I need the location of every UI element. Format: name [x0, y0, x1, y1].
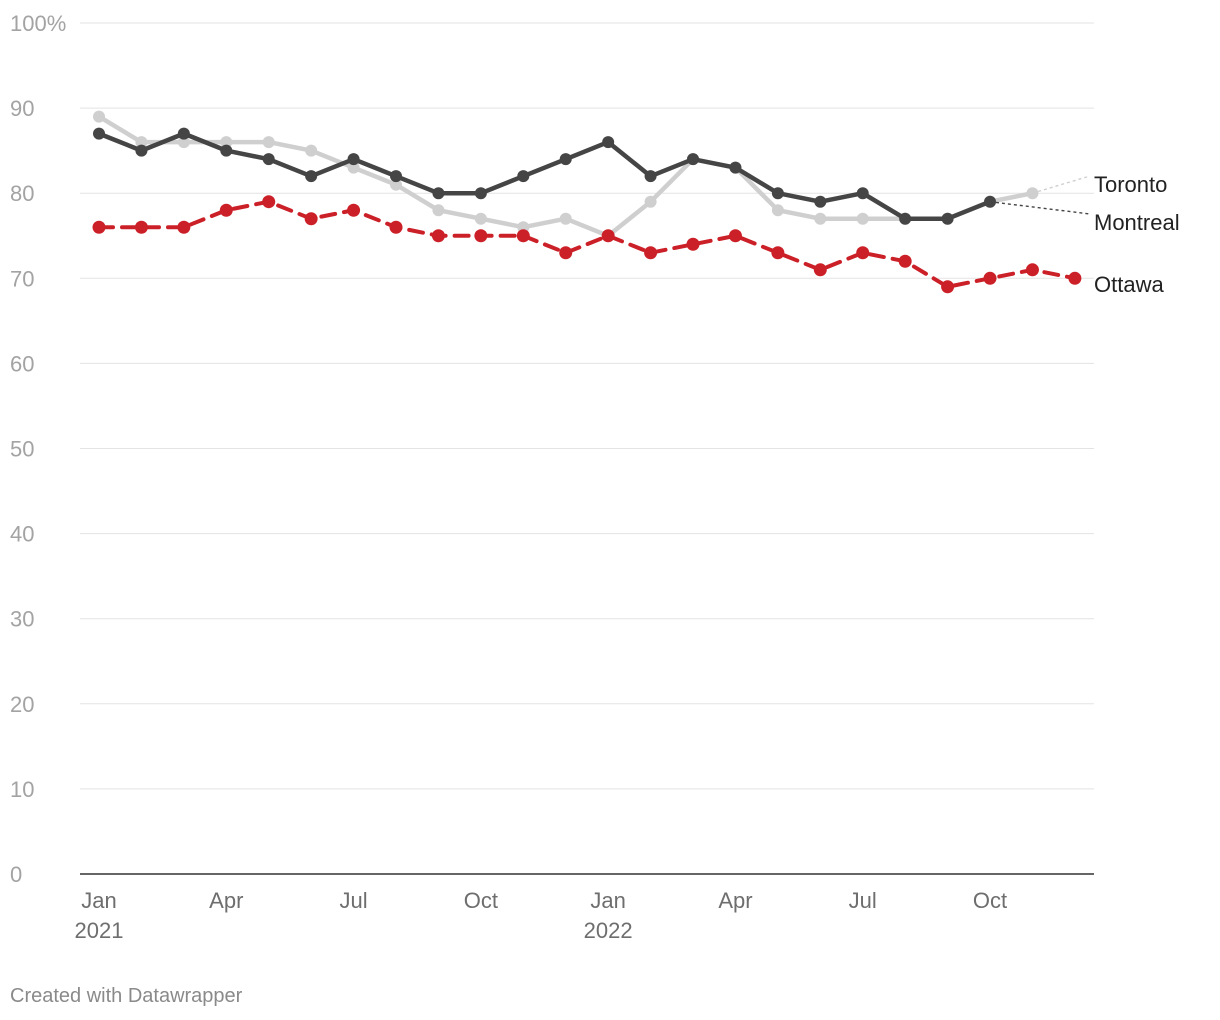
x-tick-year-label: 2022 — [584, 918, 633, 943]
datawrapper-credit[interactable]: Created with Datawrapper — [10, 985, 243, 1007]
toronto-point — [135, 136, 148, 149]
ottawa-point — [134, 220, 148, 234]
y-tick-label: 0 — [10, 862, 22, 887]
montreal-point — [814, 195, 827, 208]
montreal-point — [93, 127, 105, 140]
y-tick-label: 10 — [10, 777, 34, 802]
x-tick-label: Jan — [81, 888, 116, 913]
x-tick-label: Jul — [340, 888, 368, 913]
ottawa-point — [431, 229, 445, 243]
ottawa-point — [219, 203, 233, 217]
toronto-point — [93, 110, 105, 123]
toronto-point — [474, 212, 487, 225]
ottawa-point — [771, 246, 785, 260]
series-toronto — [93, 110, 1039, 242]
montreal-point — [729, 161, 742, 174]
montreal-point — [941, 212, 954, 225]
montreal-point — [305, 170, 318, 183]
series-lines — [92, 110, 1082, 294]
montreal-point — [220, 144, 233, 157]
y-tick-label: 60 — [10, 351, 34, 376]
ottawa-point — [728, 229, 742, 243]
montreal-point — [899, 212, 912, 225]
montreal-point — [559, 153, 572, 166]
toronto-point — [390, 178, 403, 191]
x-tick-year-label: 2021 — [75, 918, 124, 943]
y-tick-label: 80 — [10, 181, 34, 206]
ottawa-point — [262, 195, 276, 209]
ottawa-point — [813, 263, 827, 277]
x-tick-label: Jul — [849, 888, 877, 913]
toronto-label: Toronto — [1094, 172, 1167, 197]
montreal-point — [602, 136, 615, 149]
ottawa-point — [856, 246, 870, 260]
toronto-point — [262, 136, 275, 149]
montreal-leader-line — [989, 201, 1091, 215]
y-tick-label: 50 — [10, 437, 34, 462]
ottawa-point — [92, 220, 106, 234]
ottawa-label: Ottawa — [1094, 272, 1164, 297]
toronto-point — [644, 195, 657, 208]
toronto-point — [432, 204, 445, 217]
x-tick-label: Apr — [718, 888, 752, 913]
ottawa-line — [97, 199, 1077, 289]
montreal-point — [262, 153, 275, 166]
montreal-point — [771, 187, 784, 200]
montreal-point — [432, 187, 445, 200]
montreal-point — [644, 170, 657, 183]
ottawa-point — [304, 212, 318, 226]
series-labels: Toronto Montreal Ottawa — [989, 172, 1180, 297]
x-tick-label: Jan — [590, 888, 625, 913]
ottawa-point — [1025, 263, 1039, 277]
ottawa-point — [347, 203, 361, 217]
y-tick-label: 20 — [10, 692, 34, 717]
y-axis-ticks: 100% 90 80 70 60 50 40 30 20 10 0 — [10, 11, 66, 887]
ottawa-point — [177, 220, 191, 234]
series-ottawa — [92, 195, 1082, 294]
y-tick-label: 100% — [10, 11, 66, 36]
montreal-point — [135, 144, 148, 157]
ottawa-point — [389, 220, 403, 234]
ottawa-point — [983, 271, 997, 285]
ottawa-point — [474, 229, 488, 243]
ottawa-point — [941, 280, 955, 294]
y-tick-label: 30 — [10, 607, 34, 632]
montreal-point — [474, 187, 487, 200]
ottawa-point — [898, 254, 912, 268]
toronto-point — [814, 212, 827, 225]
x-tick-label: Oct — [973, 888, 1007, 913]
ottawa-point — [559, 246, 573, 260]
ottawa-point — [1068, 271, 1082, 285]
series-montreal — [93, 127, 997, 225]
montreal-point — [177, 127, 190, 140]
toronto-point — [305, 144, 318, 157]
montreal-point — [687, 153, 700, 166]
toronto-point — [559, 212, 572, 225]
montreal-point — [390, 170, 403, 183]
line-chart: 100% 90 80 70 60 50 40 30 20 10 0 Jan 2021 Apr Jul Oct… — [10, 11, 1180, 943]
x-axis-ticks: Jan 2021 Apr Jul Oct Jan 2022 Apr Jul Oct — [75, 888, 1008, 943]
ottawa-point — [644, 246, 658, 260]
montreal-point — [856, 187, 869, 200]
toronto-point — [220, 136, 233, 149]
toronto-point — [771, 204, 784, 217]
y-tick-label: 70 — [10, 266, 34, 291]
ottawa-point — [516, 229, 530, 243]
montreal-line — [96, 131, 993, 221]
ottawa-point — [601, 229, 615, 243]
montreal-point — [517, 170, 530, 183]
gridlines — [80, 22, 1094, 875]
montreal-point — [347, 153, 360, 166]
y-tick-label: 90 — [10, 96, 34, 121]
toronto-point — [347, 161, 360, 174]
toronto-point — [856, 212, 869, 225]
x-tick-label: Apr — [209, 888, 243, 913]
ottawa-point — [686, 237, 700, 251]
y-tick-label: 40 — [10, 522, 34, 547]
toronto-point — [177, 136, 190, 149]
toronto-leader-line — [1032, 175, 1091, 194]
montreal-label: Montreal — [1094, 210, 1180, 235]
x-tick-label: Oct — [464, 888, 498, 913]
